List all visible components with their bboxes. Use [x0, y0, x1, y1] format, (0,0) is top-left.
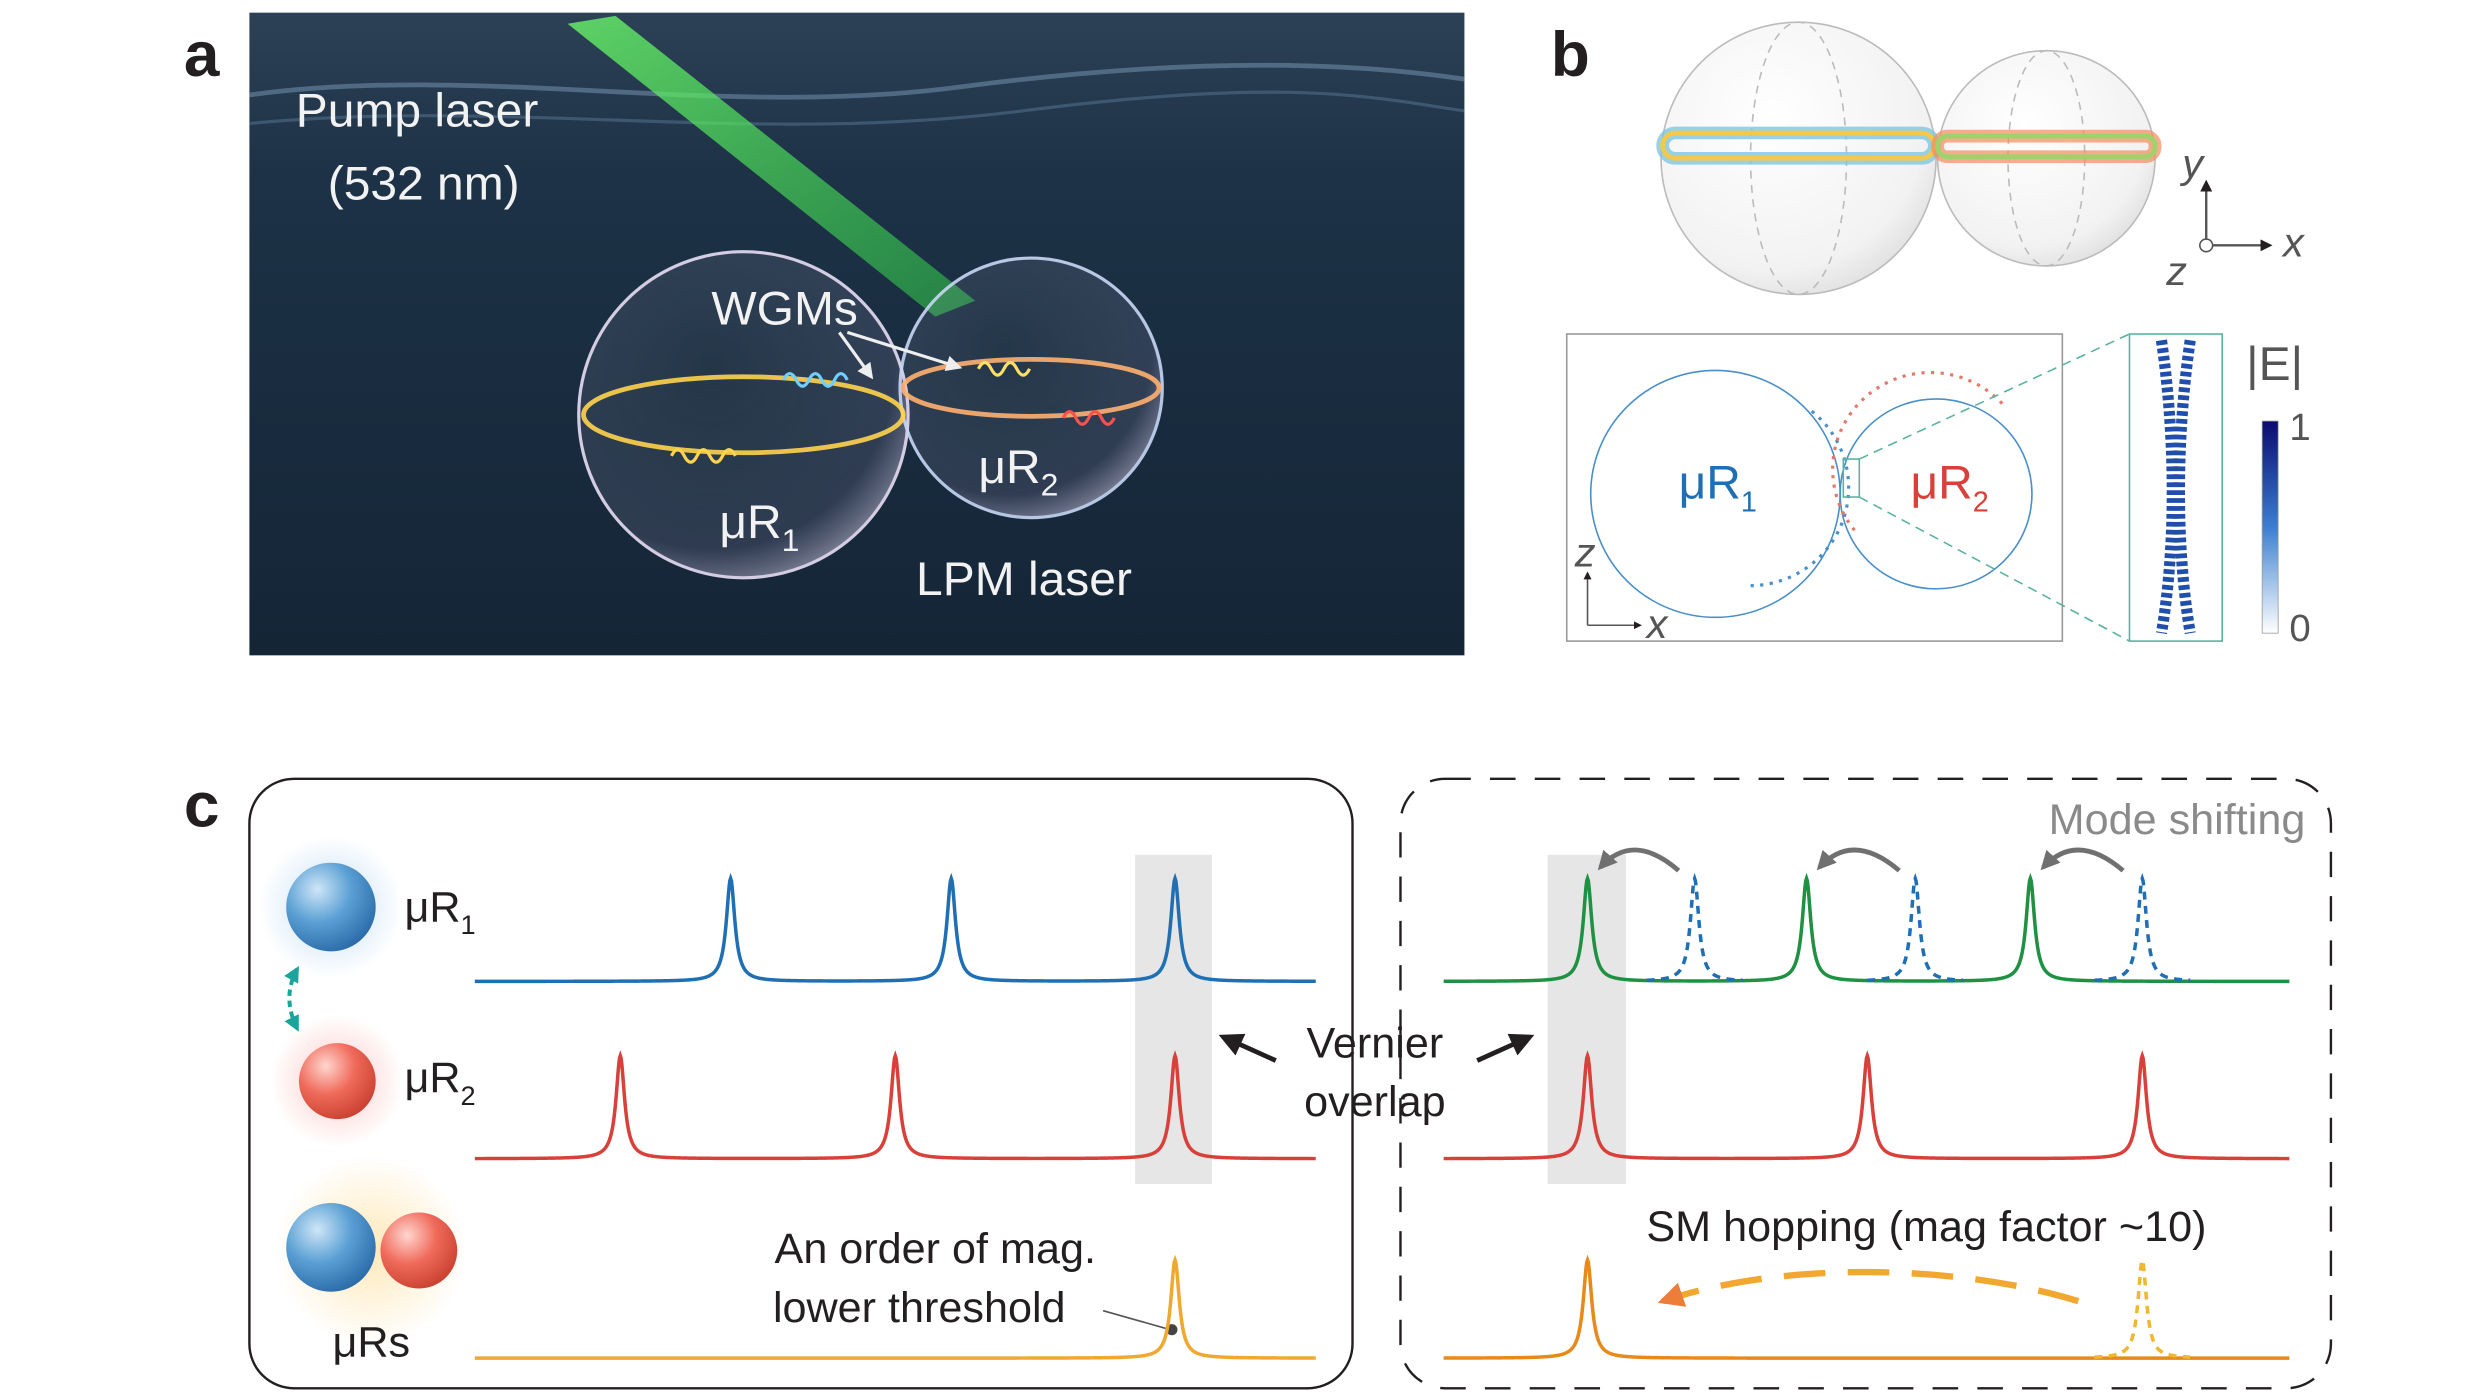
colorbar — [2261, 420, 2279, 634]
axis-label: y — [2179, 140, 2205, 186]
wave — [976, 360, 1031, 377]
resonator-ball — [286, 1203, 376, 1292]
colorbar-min: 0 — [2289, 607, 2310, 650]
axis-out — [2199, 238, 2214, 253]
row-label: μR2 — [404, 1054, 475, 1110]
wave — [1061, 410, 1116, 426]
arrow — [1476, 1033, 1535, 1063]
resonator-label: μR1 — [1679, 457, 1757, 518]
frame — [1399, 777, 2333, 1390]
inset-region — [1842, 458, 1861, 498]
shift-arrow — [1816, 847, 1901, 873]
row-label: μR1 — [404, 883, 475, 939]
resonator-ball — [380, 1212, 458, 1289]
pump-beam — [567, 15, 976, 317]
resonator-ball — [286, 862, 376, 952]
threshold-label: lower threshold — [773, 1284, 1066, 1332]
field-pattern — [2155, 339, 2196, 635]
wave — [781, 372, 849, 388]
panel-label: a — [184, 19, 220, 90]
resonator-ball — [298, 1043, 376, 1120]
overlap-highlight — [1135, 854, 1212, 1185]
row-label: μRs — [333, 1319, 411, 1367]
spectrum — [1646, 872, 1743, 983]
zoom-line — [1858, 333, 2130, 460]
hopping-label: SM hopping (mag factor ~10) — [1646, 1203, 2206, 1251]
coupling-arrow — [284, 965, 300, 1032]
wgm-ring — [900, 356, 1162, 419]
panel-a: a Pump laser (532 nm) WGMs μR1 μR2 LPM l… — [184, 12, 1465, 656]
threshold-label: An order of mag. — [775, 1225, 1096, 1273]
arrow — [846, 330, 963, 371]
water-surface — [249, 62, 1465, 100]
wgm-label: WGMs — [711, 283, 858, 336]
colorbar-max: 1 — [2289, 406, 2310, 449]
axis-label: x — [2281, 220, 2305, 266]
panel-c: c μR1 μR2 μRs Vernier overlap An order o… — [184, 770, 2333, 1390]
spectrum — [474, 872, 1316, 984]
hop-arrow — [1657, 1268, 2080, 1307]
shift-arrow — [1597, 847, 1681, 873]
axis-label: z — [2165, 248, 2187, 294]
panel-label: c — [184, 770, 220, 841]
lpm-label: LPM laser — [916, 553, 1132, 606]
frame — [248, 777, 1354, 1390]
overlap-highlight — [1547, 854, 1626, 1185]
axis-label: x — [1645, 601, 1669, 647]
spectrum — [1443, 1050, 2290, 1161]
wgm-ring — [581, 374, 906, 456]
microresonator — [898, 256, 1164, 520]
wavelength-label: (532 nm) — [328, 158, 520, 211]
arrow — [838, 331, 874, 380]
colorbar-title: |E| — [2246, 338, 2303, 391]
axis-label: z — [1574, 530, 1596, 576]
circulation — [1831, 370, 2008, 532]
circulation — [1750, 407, 1851, 588]
spectrum — [1443, 1254, 2290, 1360]
spectrum — [2094, 1254, 2191, 1359]
water-surface — [249, 90, 1465, 126]
resonator-label: μR2 — [1910, 457, 1988, 518]
resonator-outline — [1839, 398, 2033, 590]
wave — [670, 448, 737, 464]
arrow — [1218, 1033, 1277, 1063]
resonator-label: μR1 — [719, 496, 799, 557]
spectrum — [474, 1050, 1316, 1161]
spectrum — [474, 1254, 1316, 1360]
shift-arrow — [2040, 847, 2125, 873]
mode-shifting-label: Mode shifting — [2049, 796, 2306, 844]
spectrum — [1867, 872, 1964, 983]
inset-box — [2128, 333, 2224, 642]
zoom-line — [1858, 496, 2130, 642]
pump-label: Pump laser — [296, 85, 539, 138]
spectrum — [1443, 872, 2290, 984]
resonator-label: μR2 — [978, 441, 1058, 502]
vernier-label: overlap — [1304, 1078, 1446, 1126]
vernier-label: Vernier — [1307, 1020, 1444, 1068]
panel-label: b — [1551, 19, 1590, 90]
panel-b: b y x z μR1 μR2 z x |E| 1 0 — [1551, 19, 2311, 650]
pointer — [1102, 1309, 1171, 1331]
mode-band — [1935, 133, 2158, 160]
spectrum — [2094, 872, 2191, 983]
